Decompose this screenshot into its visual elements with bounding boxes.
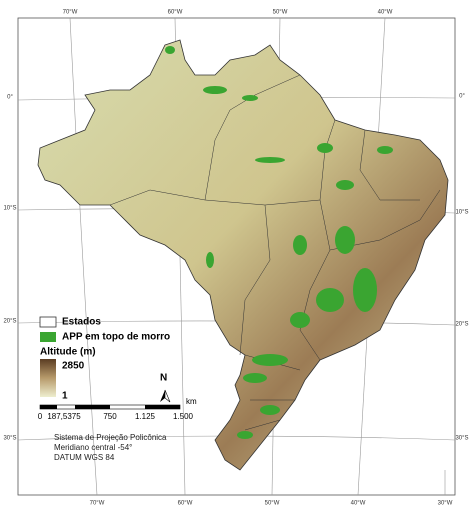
graticule-label: 0° [7,95,13,101]
graticule-label: 30°S [3,436,16,442]
graticule-label: 10°S [3,206,16,212]
projection-text: Sistema de Projeção Policônica [54,433,167,442]
legend-label: APP em topo de morro [62,332,170,343]
scale-label: 0 [38,412,43,421]
graticule-label: 40°W [351,501,366,507]
scale-bar [39,404,181,410]
scale-label: 1.500 [173,412,194,421]
graticule-label: 70°W [63,10,78,16]
altitude-max: 2850 [62,361,85,372]
altitude-min: 1 [62,391,68,402]
projection-text: DATUM WGS 84 [54,453,115,462]
scale-label: 187,5375 [47,412,81,421]
app-areas [165,46,393,439]
graticule-label: 70°W [90,501,105,507]
graticule-label: 10°S [455,210,468,216]
scale-label: 750 [103,412,117,421]
graticule-label: 30°W [438,501,453,507]
legend-swatch-states [39,316,57,328]
legend-swatch-app [40,332,56,342]
graticule-label: 60°W [178,501,193,507]
graticule-label: 60°W [168,10,183,16]
graticule-label: 0° [459,94,465,100]
graticule-label: 30°S [455,436,468,442]
altitude-title: Altitude (m) [40,347,96,358]
graticule-label: 50°W [273,10,288,16]
scale-unit: km [186,397,197,406]
graticule-label: 20°S [455,322,468,328]
legend-label: Estados [62,317,101,328]
north-arrow: N [160,373,171,403]
scale-label: 1.125 [135,412,156,421]
graticule-label: 50°W [265,501,280,507]
graticule-label: 20°S [3,319,16,325]
graticule-label: 40°W [378,10,393,16]
altitude-ramp [40,359,56,397]
north-label: N [160,373,167,384]
country [37,39,449,471]
projection-text: Meridiano central -54° [54,443,132,452]
